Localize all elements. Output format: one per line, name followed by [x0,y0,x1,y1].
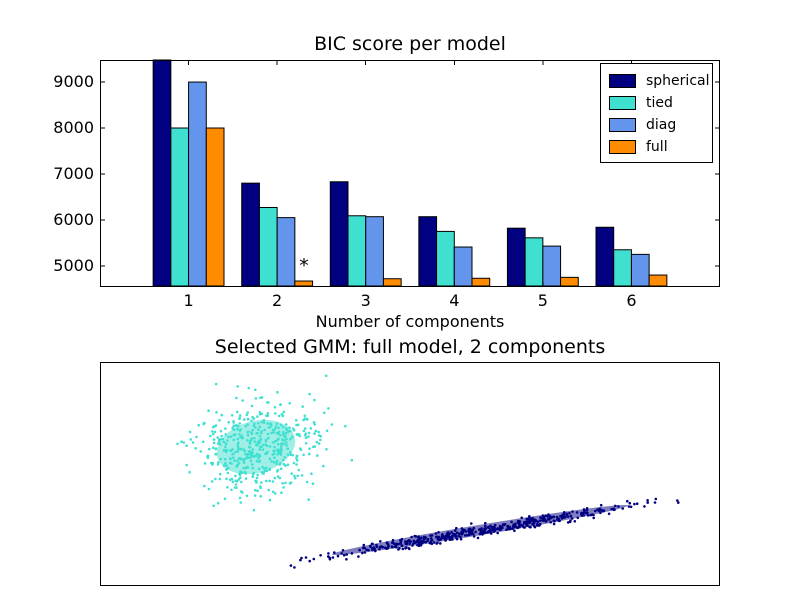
bic-x-axis-label: Number of components [315,312,505,331]
bar-spherical-5 [506,227,526,287]
axes-frame [100,362,720,586]
legend-swatch-spherical-icon [609,74,636,88]
gmm-chart-title: Selected GMM: full model, 2 components [214,336,606,358]
bar-diag-3 [365,216,384,287]
gmm-ellipse-2 [332,504,628,556]
x-tick-label: 6 [626,291,637,310]
bic-chart-title: BIC score per model [314,33,506,55]
legend-label-tied: tied [646,95,673,111]
bar-full-6 [648,274,668,287]
y-tick-label: 6000 [53,209,94,229]
legend-swatch-diag-icon [609,118,636,132]
x-tick-label: 2 [272,291,283,310]
y-tick-label: 9000 [53,72,94,92]
bar-full-4 [471,277,491,287]
bar-full-5 [560,276,579,287]
gmm-ellipse-1 [216,419,296,475]
legend-swatch-full-icon [609,140,636,154]
legend-label-diag: diag [646,117,677,133]
x-tick-label: 1 [183,291,194,310]
bar-diag-6 [630,253,650,287]
bar-full-2 [294,280,314,287]
y-tick-label: 8000 [53,118,94,137]
bar-tied-4 [436,230,455,287]
legend: spherical tied diag full [600,63,713,163]
bar-spherical-4 [418,216,438,287]
legend-label-spherical: spherical [646,73,710,89]
bar-diag-5 [542,245,562,287]
bar-spherical-2 [241,182,260,287]
bar-tied-6 [613,249,632,287]
bar-spherical-3 [329,181,349,287]
bar-diag-4 [453,246,473,287]
x-tick-label: 4 [449,291,460,310]
axes-frame [100,60,720,287]
legend-label-full: full [646,139,668,155]
bar-tied-3 [347,215,367,287]
bar-spherical-6 [595,226,615,287]
bic-tick-marks [101,61,719,286]
legend-entry-tied: tied [609,92,712,114]
legend-swatch-tied-icon [609,96,636,110]
y-tick-label: 7000 [53,163,94,183]
legend-entry-diag: diag [609,114,712,136]
bar-spherical-1 [152,59,172,287]
bar-tied-1 [170,127,190,287]
bar-full-1 [205,127,225,287]
x-tick-label: 5 [537,291,548,310]
bar-diag-1 [188,81,207,287]
bar-tied-2 [258,207,278,287]
bic-bars [152,59,668,287]
best-model-asterisk: * [299,255,309,277]
legend-entry-spherical: spherical [609,70,712,92]
y-tick-label: 5000 [53,255,94,275]
x-tick-label: 3 [360,291,371,310]
bar-full-3 [382,278,402,287]
legend-entry-full: full [609,136,712,158]
bar-tied-5 [524,237,544,287]
